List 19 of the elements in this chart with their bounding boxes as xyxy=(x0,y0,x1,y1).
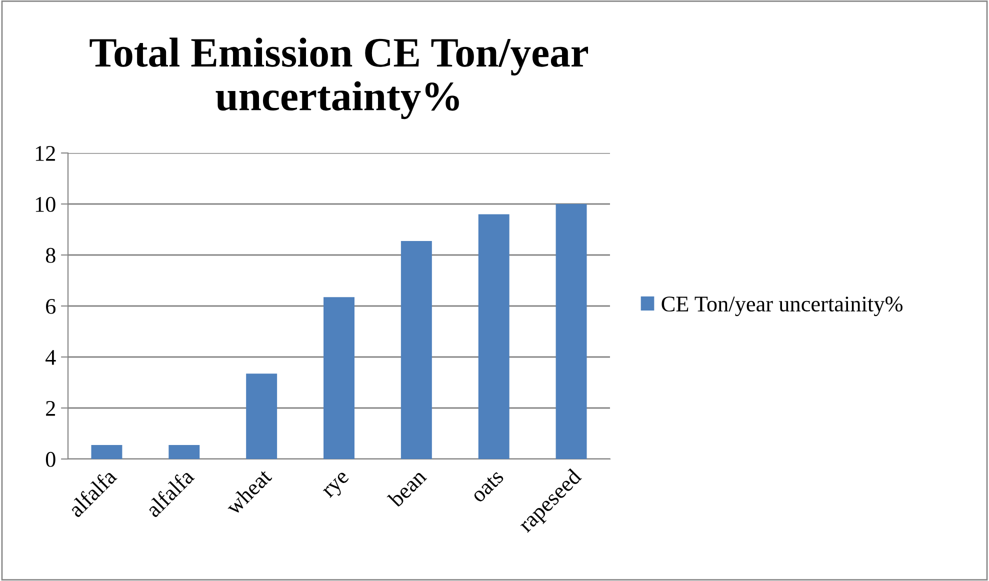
bar xyxy=(556,204,587,459)
bar xyxy=(400,240,432,459)
y-tick-label: 0 xyxy=(46,452,56,467)
legend-label: CE Ton/year uncertainity% xyxy=(662,296,902,316)
y-tick-label: 12 xyxy=(36,146,55,161)
x-tick-label: oats xyxy=(471,470,504,504)
bar xyxy=(91,444,122,459)
y-tick-label: 10 xyxy=(36,196,56,212)
y-tick-label: 2 xyxy=(46,400,55,416)
chart-title: Total Emission CE Ton/year uncertainty% xyxy=(90,38,588,120)
y-tick-label: 4 xyxy=(46,350,56,365)
bar xyxy=(246,374,278,459)
x-tick-label: bean xyxy=(386,468,428,508)
bar xyxy=(478,214,510,459)
x-tick-label: rye xyxy=(322,471,353,502)
y-tick-label: 8 xyxy=(46,248,56,263)
y-tick-label: 6 xyxy=(46,298,56,314)
bar xyxy=(168,444,200,459)
bar xyxy=(324,297,354,459)
